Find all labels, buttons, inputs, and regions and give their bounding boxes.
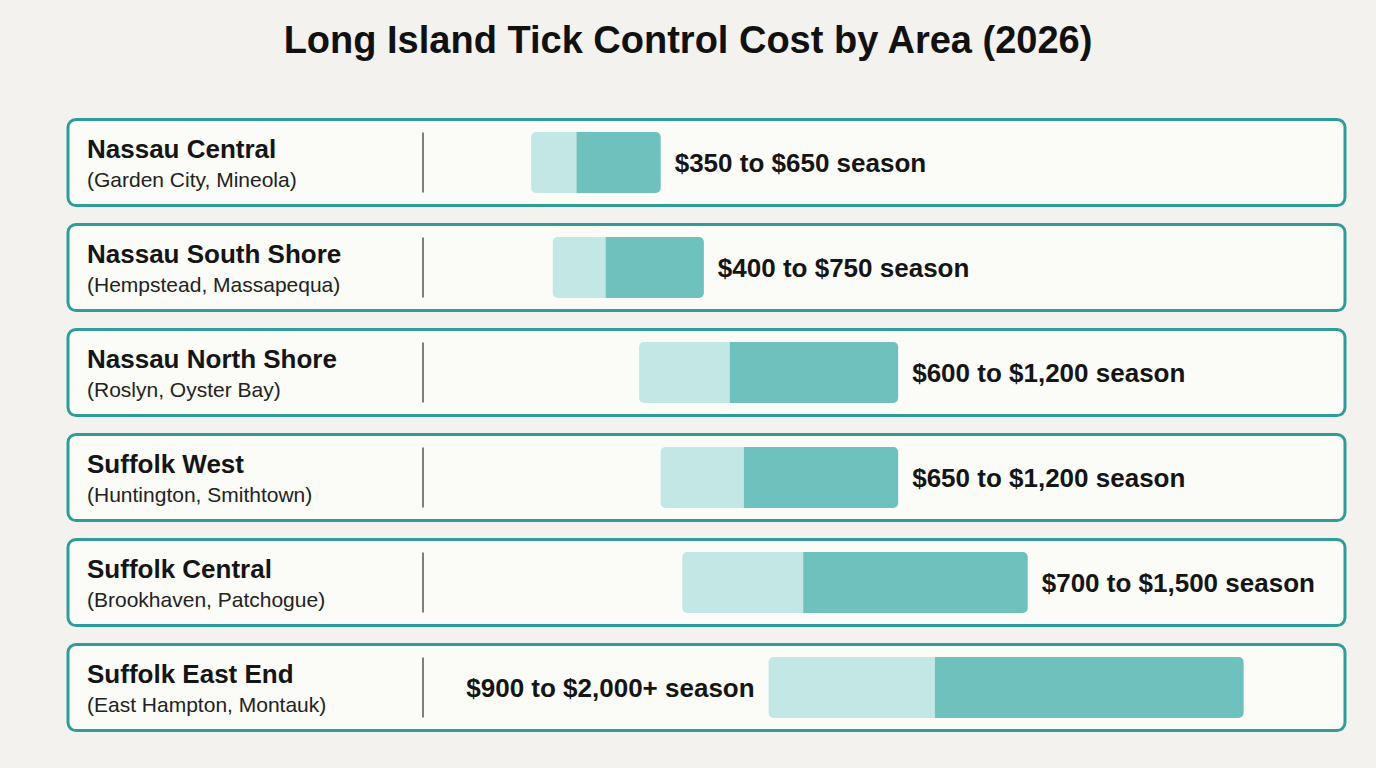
svg-text:$600 to $1,200 season: $600 to $1,200 season [912, 358, 1185, 388]
svg-text:$650 to $1,200 season: $650 to $1,200 season [912, 463, 1185, 493]
svg-text:$350 to $650 season: $350 to $650 season [675, 148, 927, 178]
svg-text:Suffolk West: Suffolk West [87, 449, 244, 479]
svg-text:$400 to $750 season: $400 to $750 season [718, 253, 970, 283]
svg-text:(Brookhaven, Patchogue): (Brookhaven, Patchogue) [87, 588, 325, 611]
svg-text:(Hempstead, Massapequa): (Hempstead, Massapequa) [87, 273, 340, 296]
svg-text:$900 to $2,000+ season: $900 to $2,000+ season [466, 673, 754, 703]
svg-text:Nassau Central: Nassau Central [87, 134, 276, 164]
svg-text:Nassau South Shore: Nassau South Shore [87, 239, 341, 269]
svg-text:Long Island Tick Control Cost: Long Island Tick Control Cost by Area (2… [284, 19, 1093, 61]
svg-text:(Garden City, Mineola): (Garden City, Mineola) [87, 168, 297, 191]
svg-text:Suffolk Central: Suffolk Central [87, 554, 272, 584]
svg-text:(East Hampton, Montauk): (East Hampton, Montauk) [87, 693, 326, 716]
svg-text:Suffolk East End: Suffolk East End [87, 659, 294, 689]
svg-text:(Huntington, Smithtown): (Huntington, Smithtown) [87, 483, 312, 506]
svg-text:$700 to $1,500 season: $700 to $1,500 season [1042, 568, 1315, 598]
svg-text:(Roslyn, Oyster Bay): (Roslyn, Oyster Bay) [87, 378, 281, 401]
svg-text:Nassau North Shore: Nassau North Shore [87, 344, 337, 374]
